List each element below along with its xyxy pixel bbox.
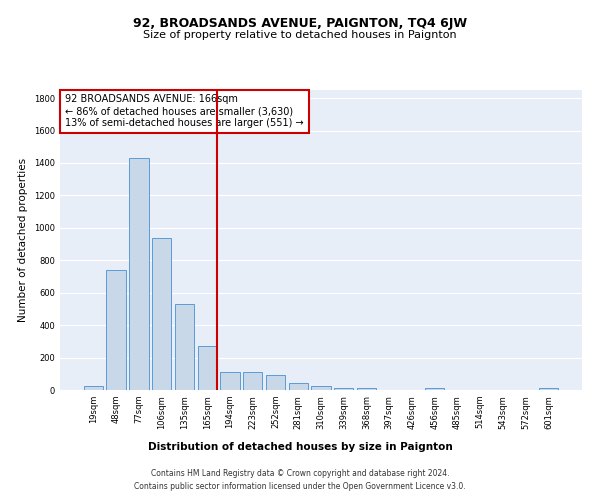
Bar (357, 388, 376, 390)
Bar (175, 304, 194, 390)
Bar (289, 382, 308, 390)
Bar (84, 386, 103, 390)
Bar (152, 238, 172, 390)
Bar (425, 388, 445, 390)
Bar (220, 372, 239, 390)
Text: Contains public sector information licensed under the Open Government Licence v3: Contains public sector information licen… (134, 482, 466, 491)
Bar (129, 158, 149, 390)
Bar (311, 386, 331, 390)
Bar (106, 270, 126, 390)
Text: 92 BROADSANDS AVENUE: 166sqm
← 86% of detached houses are smaller (3,630)
13% of: 92 BROADSANDS AVENUE: 166sqm ← 86% of de… (65, 94, 304, 128)
Text: Contains HM Land Registry data © Crown copyright and database right 2024.: Contains HM Land Registry data © Crown c… (151, 468, 449, 477)
Y-axis label: Number of detached properties: Number of detached properties (19, 158, 28, 322)
Bar (243, 372, 262, 390)
Bar (197, 346, 217, 390)
Bar (334, 388, 353, 390)
Bar (539, 388, 558, 390)
Text: 92, BROADSANDS AVENUE, PAIGNTON, TQ4 6JW: 92, BROADSANDS AVENUE, PAIGNTON, TQ4 6JW (133, 18, 467, 30)
Text: Size of property relative to detached houses in Paignton: Size of property relative to detached ho… (143, 30, 457, 40)
Bar (266, 374, 285, 390)
Text: Distribution of detached houses by size in Paignton: Distribution of detached houses by size … (148, 442, 452, 452)
